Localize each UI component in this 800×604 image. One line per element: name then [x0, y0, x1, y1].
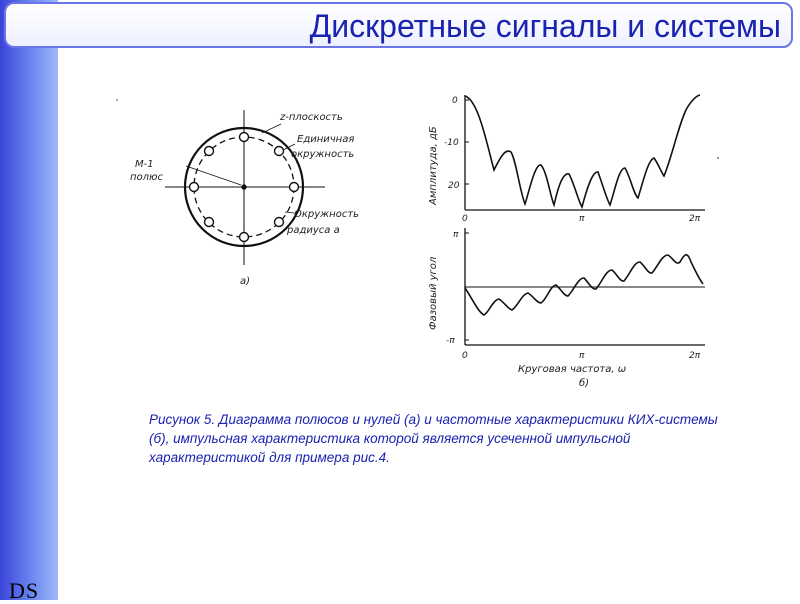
amp-tick-10: -10 [444, 138, 459, 148]
title-banner: Дискретные сигналы и системы [4, 2, 793, 48]
amp-xtick-pi: π [579, 214, 585, 224]
pole-zero-labels: z-плоскость Единичная окружность M-1 пол… [130, 112, 359, 287]
amplitude-curve [464, 94, 701, 210]
phase-plot [464, 228, 705, 346]
zplane-label: z-плоскость [279, 112, 343, 123]
phase-labels: π -π 0 π 2π Фазовый угол Круговая частот… [428, 230, 701, 389]
side-bar: DS [0, 0, 58, 603]
page-title: Дискретные сигналы и системы [309, 8, 781, 44]
zero-marker [188, 181, 200, 193]
zplane-leader [261, 123, 282, 134]
frequency-xlabel: Круговая частота, ω [518, 364, 626, 375]
scan-speck [116, 99, 118, 101]
pole-label-2: полюс [130, 172, 163, 183]
zero-marker [288, 181, 300, 193]
amplitude-plot [464, 94, 705, 211]
zero-marker [273, 216, 285, 228]
zero-marker [203, 216, 215, 228]
radius-label-1: Окружность [294, 209, 359, 220]
pole-label-1: M-1 [135, 159, 154, 170]
figure-caption: Рисунок 5. Диаграмма полюсов и нулей (а)… [149, 412, 718, 465]
unit-circle-leader [282, 143, 296, 151]
zeros [188, 131, 300, 243]
phase-xtick-pi: π [579, 351, 585, 361]
origin-pole [241, 184, 247, 190]
amp-tick-0: 0 [452, 96, 458, 106]
amp-tick-20: 20 [448, 181, 460, 191]
zero-marker [273, 145, 285, 157]
phase-curve [464, 254, 704, 316]
side-logo: DS [9, 578, 40, 603]
radius-label-2: радиуса a [286, 225, 340, 236]
amplitude-labels: 0 -10 20 0 π 2π Амплитуда, дБ [428, 96, 701, 224]
pole-leader [185, 165, 242, 186]
unit-circle-label-2: окружность [291, 149, 354, 160]
phase-xtick-2pi: 2π [689, 351, 701, 361]
unit-circle [183, 126, 305, 248]
phase-xtick-0: 0 [462, 351, 468, 361]
amp-ylabel: Амплитуда, дБ [428, 126, 439, 206]
zero-marker [238, 231, 250, 243]
radius-leader [284, 211, 295, 214]
figure-a-sublabel: а) [240, 276, 250, 287]
zero-marker [238, 131, 250, 143]
pole-zero-diagram [165, 110, 325, 265]
phase-tick-pi: π [453, 230, 459, 240]
amp-xtick-2pi: 2π [689, 214, 701, 224]
phase-tick-minus-pi: -π [446, 336, 455, 346]
figure-b-sublabel: б) [579, 377, 589, 389]
scan-speck [717, 157, 719, 159]
phase-ylabel: Фазовый угол [428, 256, 439, 330]
unit-circle-label-1: Единичная [297, 134, 354, 145]
zero-marker [203, 145, 215, 157]
amp-xtick-0: 0 [462, 214, 468, 224]
